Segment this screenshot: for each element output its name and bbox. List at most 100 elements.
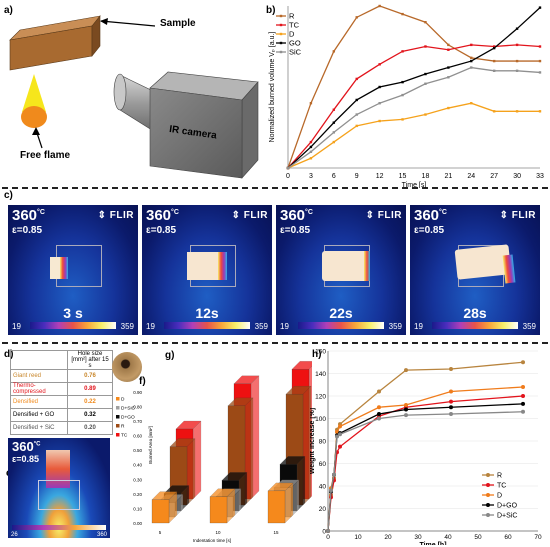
panel-label-h: h): [312, 349, 322, 360]
data-point: [378, 4, 381, 8]
data-point: [449, 412, 453, 416]
x-tick-label: 12: [376, 173, 384, 180]
emissivity-label: ε=0.85: [280, 225, 311, 236]
data-point: [521, 360, 525, 365]
data-point: [424, 21, 427, 24]
color-scale: [164, 322, 250, 329]
data-point: [332, 121, 336, 124]
panel-label-a: a): [4, 5, 13, 16]
x-tick-label: 60: [504, 534, 512, 541]
x-tick-label: 18: [422, 173, 430, 180]
chart-g-burned-area: 0.00 0.10 0.20 0.30 0.40 0.50 0.60 0.70 0.80 0.90…: [116, 361, 312, 543]
legend-label: D: [289, 30, 295, 39]
legend-label: TC: [289, 21, 300, 30]
thermal-temp: 360°C: [146, 207, 179, 224]
data-point: [355, 77, 358, 81]
data-point: [309, 145, 313, 149]
legend-label: SiC: [289, 48, 302, 57]
y-tick-label: 0.20: [133, 492, 142, 497]
sample-arrow: [100, 20, 156, 27]
frame-time: 28s: [463, 305, 487, 321]
y-axis-label: Weight increase [%]: [310, 408, 316, 474]
legend-label: TC: [121, 433, 128, 439]
x-tick-label: 0: [286, 173, 290, 180]
data-point: [377, 405, 381, 410]
row-name: Densified + GO: [10, 408, 68, 422]
panel-a-setup-illustration: [9, 15, 259, 179]
section-divider-bottom: [2, 342, 548, 344]
thermal-temp: 360°C: [12, 207, 45, 224]
data-point: [538, 71, 542, 74]
flame-front: [502, 254, 516, 284]
table-row: Densified + GO 0.32: [10, 408, 113, 422]
emissivity-label: ε=0.85: [146, 225, 177, 236]
legend-swatch: [116, 406, 120, 410]
data-point: [338, 444, 342, 449]
x-tick-label: 10: [215, 530, 221, 535]
legend-marker: [279, 14, 283, 18]
data-point: [401, 50, 404, 53]
series-line-r: [287, 5, 540, 169]
legend-label: D+GO: [121, 415, 135, 421]
legend-swatch: [116, 415, 120, 419]
x-tick-label: 30: [414, 534, 422, 541]
emissivity-label: ε=0.85: [12, 225, 43, 236]
series-line-d: [287, 102, 540, 169]
y-tick-label: 140: [315, 371, 326, 378]
row-name: Giant reed: [10, 369, 68, 383]
row-name: Thermo-compressed: [10, 382, 68, 396]
x-tick-label: 40: [444, 534, 452, 541]
scale-max: 359: [522, 322, 536, 331]
data-point: [309, 102, 313, 105]
data-point: [404, 368, 408, 373]
y-axis-label: Burned Area [mm²]: [148, 426, 153, 464]
flame-front: [218, 252, 227, 280]
data-point: [470, 59, 473, 63]
legend-marker: [486, 473, 490, 477]
data-point: [515, 69, 519, 72]
data-point: [447, 43, 450, 47]
frame-time: 3 s: [63, 305, 83, 321]
data-point: [447, 48, 450, 51]
y-tick-label: 0.40: [133, 463, 142, 468]
data-point: [424, 72, 427, 76]
data-point: [521, 401, 525, 406]
x-tick-label: 50: [474, 534, 482, 541]
camera-lens-rim: [113, 73, 127, 111]
x-tick-label: 6: [332, 173, 336, 180]
legend-marker: [486, 513, 490, 517]
bar: [267, 490, 286, 524]
x-tick-label: 3: [309, 173, 313, 180]
x-axis-label: Indentation time [s]: [193, 538, 231, 543]
data-point: [326, 529, 330, 533]
data-point: [338, 432, 342, 437]
bar-top: [291, 361, 312, 370]
y-tick-label: 160: [315, 349, 326, 356]
side-view-emissivity: ε=0.85: [12, 454, 40, 464]
frame-time: 22s: [329, 305, 353, 321]
scale-max: 359: [120, 322, 134, 331]
row-name: Densified + SiC: [10, 421, 68, 435]
color-scale: [298, 322, 384, 329]
data-point: [447, 76, 450, 79]
data-point: [401, 80, 404, 84]
data-point: [521, 394, 525, 398]
legend-marker: [279, 41, 283, 45]
legend-swatch: [116, 424, 120, 428]
x-tick-label: 0: [326, 534, 330, 541]
panel-label-d: d): [4, 349, 14, 360]
legend-marker: [279, 32, 283, 36]
legend-marker: [486, 493, 490, 497]
data-point: [338, 424, 342, 429]
data-point: [355, 98, 358, 102]
data-point: [492, 59, 496, 63]
data-point: [378, 63, 381, 66]
bar: [209, 496, 228, 524]
camera-body-front: [149, 87, 243, 179]
row-name: Densified: [10, 395, 68, 409]
data-point: [492, 45, 496, 48]
scale-max: 359: [254, 322, 268, 331]
color-scale: [432, 322, 518, 329]
y-tick-label: 0.60: [133, 434, 142, 439]
data-point: [332, 50, 336, 53]
